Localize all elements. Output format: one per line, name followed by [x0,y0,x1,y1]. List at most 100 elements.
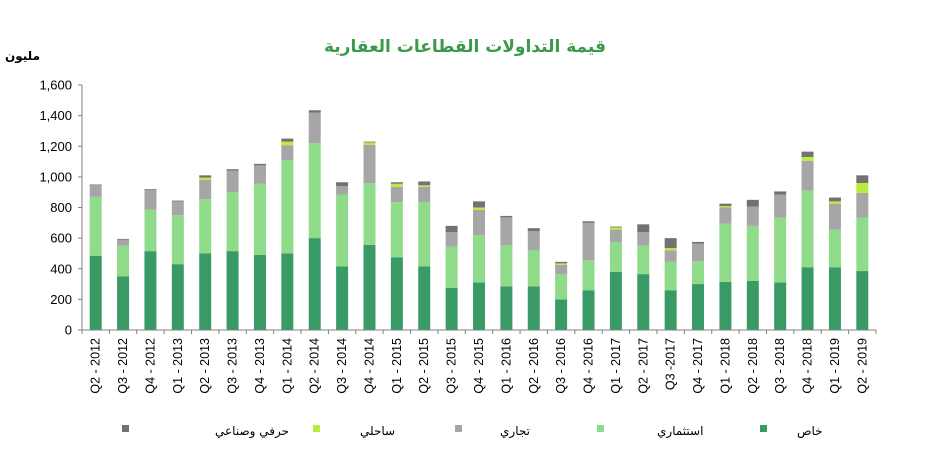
bar-segment [719,281,732,330]
bar-segment [500,286,513,330]
bar-segment [473,235,485,283]
bar-segment [473,282,485,330]
y-axis: 0 200 400 600 800 1,000 1,200 1,400 1,600 [39,78,82,338]
legend-label: خاص [797,424,823,439]
x-tick-label: Q1 - 2018 [718,338,732,394]
bar-segment [363,144,376,183]
x-tick-label: Q2 - 2017 [636,338,650,394]
bar-segment [719,207,732,224]
bar-segment [719,223,732,282]
x-tick-label: Q4 - 2013 [253,338,267,394]
bar-segment [281,145,294,161]
x-tick-label: Q1 - 2015 [390,338,404,394]
bar-segment [253,165,266,184]
bar-segment [746,199,759,207]
bar-segment [144,209,157,252]
bar-segment [199,253,212,330]
x-tick-label: Q3 -2017 [664,338,678,390]
x-tick-label: Q4 - 2014 [362,338,376,394]
bar-segment [390,186,403,203]
x-tick-label: Q1 - 2016 [499,338,513,394]
bar-segment [281,160,294,254]
bar-segment [828,229,841,268]
bar-segment [801,267,814,330]
y-tick-label: 400 [50,261,72,276]
bar-segment [856,217,869,272]
bar-segment [117,245,130,277]
legend-label: حرفي وصناعي [215,424,289,439]
bar-segment [226,170,239,193]
x-tick-label: Q1 - 2013 [171,338,185,394]
bar-segment [746,281,759,330]
y-tick-label: 600 [50,231,72,246]
bar-segment [746,225,759,281]
bar-segment [308,143,321,239]
bar-segment [308,112,321,144]
bar-segment [664,248,677,251]
y-tick-label: 200 [50,292,72,307]
bar-segment [582,260,595,291]
bar-segment [199,199,212,254]
bar-segment [281,141,294,146]
bar-segment [555,274,568,300]
bar-segment [89,255,102,330]
chart-title: قيمة التداولات القطاعات العقارية [324,37,606,57]
x-tick-label: Q1 - 2017 [609,338,623,394]
legend-item: ساحلي [313,424,395,438]
bar-segment [527,228,540,232]
bar-segment [527,250,540,287]
x-tick-label: Q1 - 2014 [280,338,294,394]
bar-segment [801,190,814,268]
x-tick-label: Q4 - 2012 [143,338,157,394]
legend-label: تجاري [500,424,530,439]
bar-segment [527,231,540,251]
x-tick-label: Q4 - 2016 [582,338,596,394]
bar-segment [144,189,157,210]
x-tick-label: Q3 - 2014 [335,338,349,394]
bar-segment [445,232,458,247]
bar-segment [473,201,485,208]
x-tick-label: Q2 - 2015 [417,338,431,394]
bar-segment [856,183,869,193]
x-tick-label: Q1 - 2019 [828,338,842,394]
bar-segment [555,261,568,264]
bar-segment [555,299,568,330]
bar-segment [856,175,869,183]
bar-segment [226,192,239,252]
bar-segment [637,245,650,275]
bar-segment [801,160,814,191]
bar-segment [500,215,513,218]
legend-item: تجاري [455,424,530,439]
bar-segment [664,238,677,249]
bar-segment [89,196,102,256]
x-tick-label: Q2 - 2019 [855,338,869,394]
bar-segment [582,222,595,261]
bar-segment [692,243,705,262]
bar-segment [171,200,184,202]
bar-segment [117,238,130,240]
bar-segment [527,286,540,330]
bar-segment [226,251,239,330]
bar-segment [308,110,321,113]
bar-segment [664,261,677,291]
legend-label: استثماري [657,424,703,439]
bar-segment [171,215,184,265]
bar-segment [609,271,622,330]
bar-segment [692,241,705,244]
bar-segment [308,238,321,330]
bar-segment [281,253,294,330]
bar-segment [418,186,431,203]
x-tick-label: Q3 - 2012 [116,338,130,394]
bar-segment [828,201,841,204]
bar-segment [363,141,376,143]
bar-segment [828,197,841,202]
bar-segment [226,169,239,171]
bar-segment [664,290,677,330]
bar-segment [637,274,650,330]
bar-segment [418,202,431,267]
bar-segment [336,194,349,267]
bar-segment [336,266,349,330]
bar-segment [692,284,705,330]
legend-item: حرفي وصناعي [122,424,289,439]
bar-segment [555,264,568,275]
